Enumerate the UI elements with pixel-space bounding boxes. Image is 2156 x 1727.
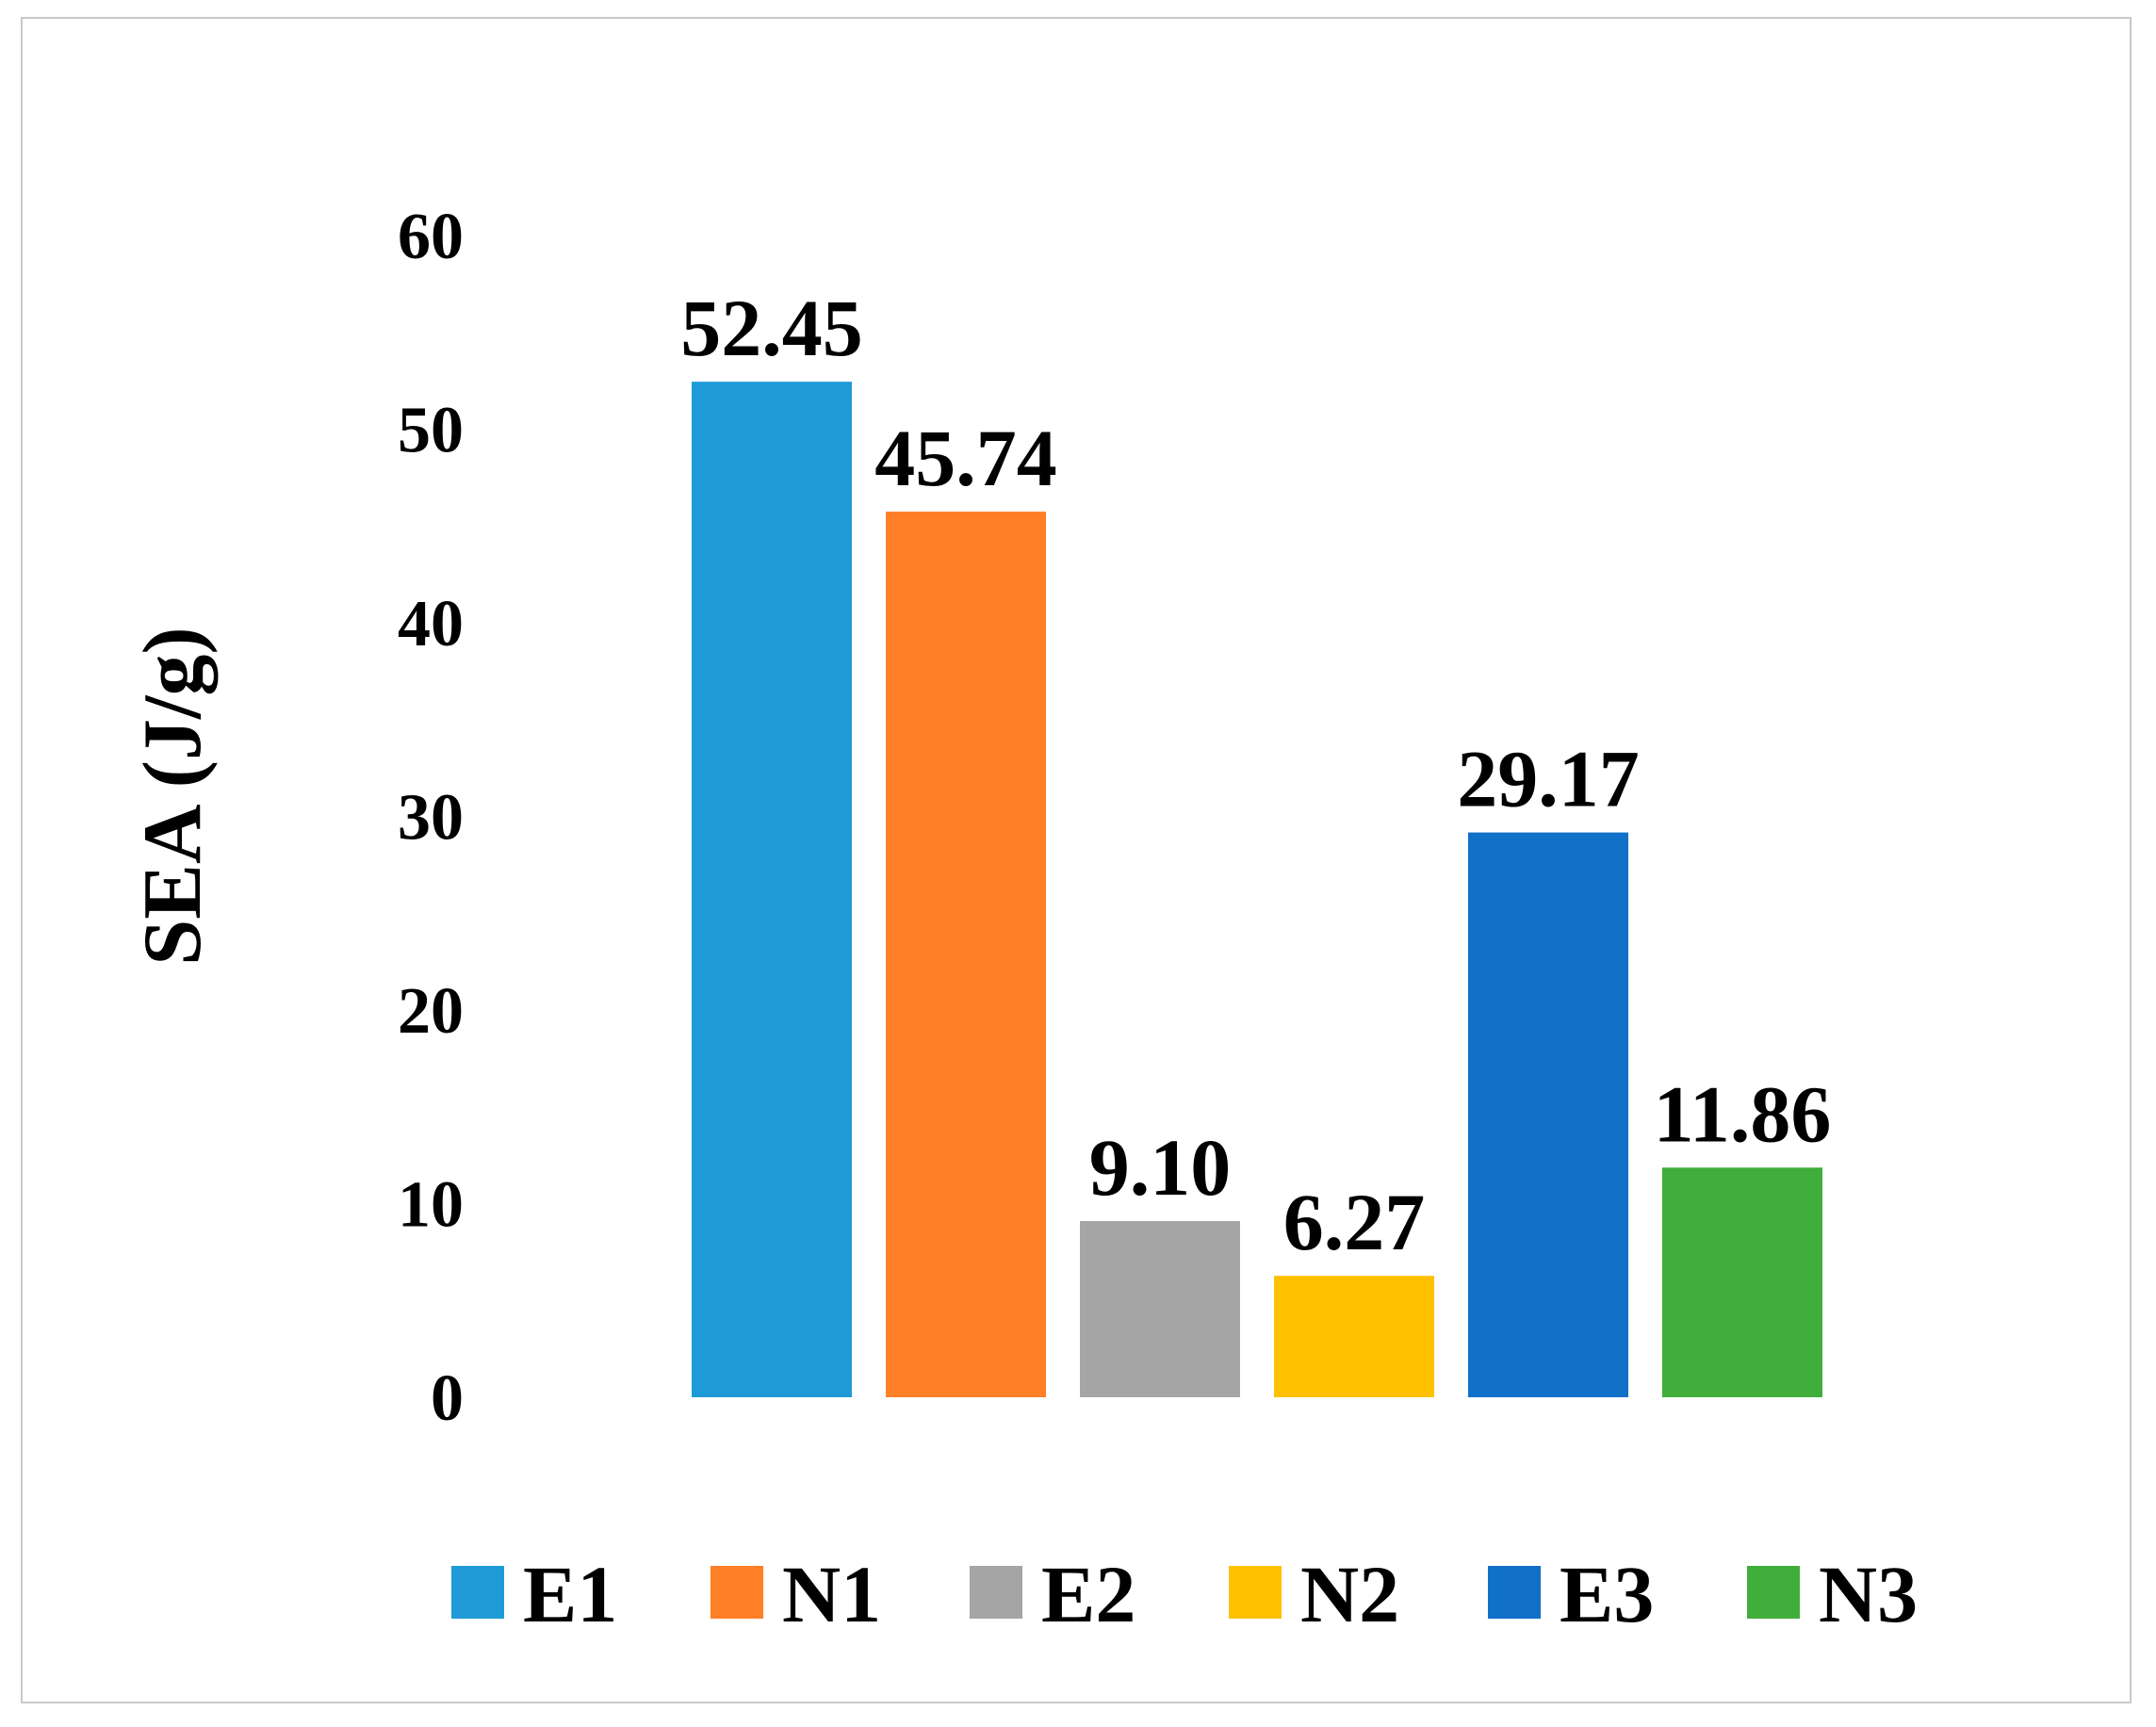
data-label-e1: 52.45 bbox=[680, 283, 863, 373]
y-tick-label-20: 20 bbox=[398, 975, 464, 1048]
legend: E1 N1 E2 N2 E3 N3 bbox=[451, 1549, 1918, 1639]
legend-label-n1: N1 bbox=[782, 1549, 881, 1639]
legend-swatch-e2 bbox=[970, 1566, 1022, 1619]
bar-n3 bbox=[1662, 1167, 1822, 1397]
legend-label-e1: E1 bbox=[523, 1549, 617, 1639]
y-tick-label-50: 50 bbox=[398, 395, 464, 467]
bars bbox=[692, 382, 1822, 1398]
bar-n1 bbox=[886, 512, 1046, 1397]
legend-label-e2: E2 bbox=[1041, 1549, 1135, 1639]
legend-swatch-n1 bbox=[710, 1566, 763, 1619]
y-axis-title: SEA (J/g) bbox=[127, 627, 219, 965]
y-tick-label-10: 10 bbox=[398, 1169, 464, 1242]
bar-e1 bbox=[692, 382, 852, 1398]
legend-label-n3: N3 bbox=[1819, 1549, 1918, 1639]
bar-e3 bbox=[1468, 832, 1628, 1397]
bar-n2 bbox=[1274, 1276, 1434, 1397]
data-label-e3: 29.17 bbox=[1457, 734, 1640, 824]
legend-swatch-e1 bbox=[451, 1566, 504, 1619]
legend-label-n2: N2 bbox=[1300, 1549, 1399, 1639]
data-label-n2: 6.27 bbox=[1283, 1177, 1426, 1267]
y-axis-ticks: 0 10 20 30 40 50 60 bbox=[398, 201, 464, 1435]
data-label-n1: 45.74 bbox=[874, 413, 1057, 503]
legend-swatch-e3 bbox=[1488, 1566, 1541, 1619]
bar-e2 bbox=[1080, 1220, 1240, 1397]
data-label-n3: 11.86 bbox=[1654, 1068, 1832, 1159]
y-tick-label-40: 40 bbox=[398, 588, 464, 660]
chart-frame: SEA (J/g) 0 10 20 30 40 50 60 52.45 45.74 9.10 6.… bbox=[21, 17, 2132, 1703]
y-tick-label-60: 60 bbox=[398, 201, 464, 273]
legend-label-e3: E3 bbox=[1560, 1549, 1654, 1639]
legend-swatch-n3 bbox=[1747, 1566, 1800, 1619]
data-label-e2: 9.10 bbox=[1089, 1122, 1232, 1213]
y-tick-label-30: 30 bbox=[398, 782, 464, 855]
y-tick-label-0: 0 bbox=[431, 1362, 464, 1435]
legend-swatch-n2 bbox=[1229, 1566, 1282, 1619]
